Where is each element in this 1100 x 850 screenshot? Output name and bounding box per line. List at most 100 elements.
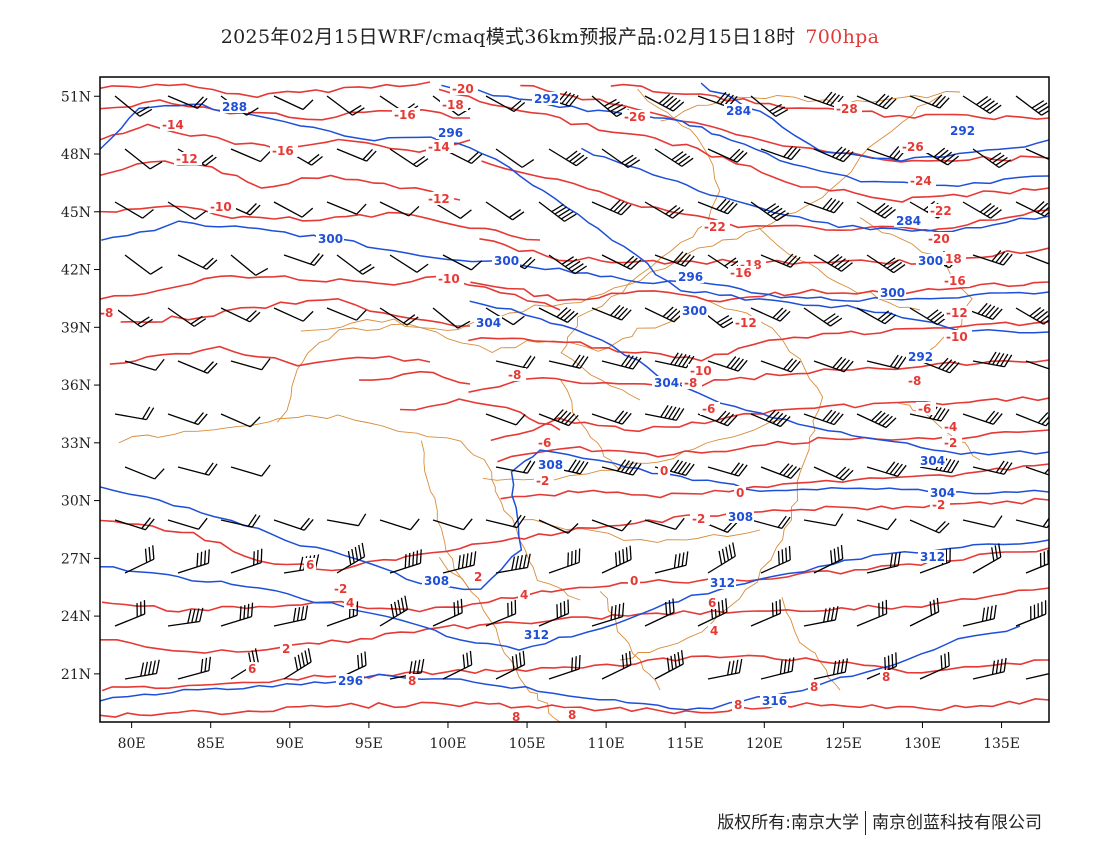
wind-barb bbox=[962, 201, 1002, 219]
label-bg bbox=[894, 214, 922, 227]
wind-barb bbox=[230, 548, 263, 574]
wind-barb bbox=[124, 358, 165, 371]
temperature-label: -26 bbox=[624, 110, 646, 124]
temperature-label: -22 bbox=[704, 220, 726, 234]
wind-barb bbox=[962, 410, 1003, 425]
temperature-label: -10 bbox=[210, 200, 232, 214]
label-bg bbox=[928, 204, 956, 217]
wind-barb bbox=[760, 657, 795, 680]
isotherm-line bbox=[399, 398, 561, 431]
wind-barb bbox=[283, 648, 312, 680]
wind-barb bbox=[432, 598, 463, 627]
wind-barb bbox=[538, 201, 577, 222]
temperature-label: -6 bbox=[538, 436, 551, 450]
border-line bbox=[559, 378, 621, 471]
wind-barb bbox=[326, 95, 365, 116]
height-label: 304 bbox=[920, 454, 945, 468]
label-bg bbox=[708, 576, 736, 589]
border-line bbox=[300, 95, 941, 332]
lon-label: 135E bbox=[983, 736, 1020, 752]
wind-barb bbox=[919, 651, 950, 680]
height-label: 288 bbox=[222, 100, 247, 114]
wind-barb bbox=[1025, 252, 1049, 268]
wind-barb bbox=[442, 551, 477, 574]
temperature-label: -4 bbox=[944, 420, 957, 434]
label-bg bbox=[908, 174, 936, 187]
wind-barb bbox=[813, 253, 853, 272]
height-contour bbox=[581, 147, 1049, 233]
wind-barb bbox=[114, 406, 155, 421]
label-bg bbox=[724, 104, 752, 117]
wind-barb bbox=[124, 659, 160, 680]
label-bg bbox=[728, 266, 756, 279]
wind-barb bbox=[167, 201, 207, 220]
temperature-label: -6 bbox=[918, 402, 931, 416]
wind-barb bbox=[167, 307, 207, 327]
wind-barb bbox=[273, 95, 314, 111]
temperature-label: 8 bbox=[810, 680, 818, 694]
label-bg bbox=[733, 316, 761, 329]
isotherm-line bbox=[438, 88, 1049, 203]
wind-barb bbox=[644, 306, 685, 323]
label-bg bbox=[492, 254, 520, 267]
temperature-label: -10 bbox=[690, 364, 712, 378]
temperature-label: 8 bbox=[512, 710, 520, 724]
height-label: 300 bbox=[494, 254, 519, 268]
temperature-label: -16 bbox=[394, 108, 416, 122]
wind-barb bbox=[813, 146, 854, 163]
wind-barb bbox=[707, 658, 743, 680]
label-bg bbox=[690, 512, 710, 525]
wind-barb bbox=[972, 351, 1013, 368]
lat-label: 45N bbox=[61, 205, 91, 221]
label-bg bbox=[566, 708, 578, 721]
wind-barb bbox=[167, 517, 208, 530]
wind-barb bbox=[601, 354, 642, 370]
wind-barb bbox=[379, 307, 419, 326]
wind-barb bbox=[654, 148, 694, 167]
wind-barb bbox=[856, 93, 897, 110]
wind-barb bbox=[644, 201, 684, 219]
label-bg bbox=[676, 270, 704, 283]
wind-barb bbox=[1025, 659, 1049, 680]
title-level: 700hpa bbox=[805, 26, 880, 48]
lon-label: 110E bbox=[588, 736, 625, 752]
lat-label: 33N bbox=[61, 436, 91, 452]
wind-barbs bbox=[114, 91, 1049, 680]
lat-label: 30N bbox=[61, 494, 91, 510]
height-label: 296 bbox=[338, 674, 363, 688]
lon-label: 130E bbox=[904, 736, 941, 752]
wind-barb bbox=[538, 599, 570, 627]
wind-barb bbox=[442, 254, 483, 271]
height-contour bbox=[469, 300, 1049, 456]
label-bg bbox=[928, 486, 956, 499]
wind-barb bbox=[389, 254, 429, 273]
label-bg bbox=[706, 596, 718, 609]
height-label: 300 bbox=[918, 254, 943, 268]
lat-label: 27N bbox=[61, 551, 91, 567]
label-bg bbox=[280, 642, 292, 655]
temperature-label: -12 bbox=[946, 306, 968, 320]
wind-barb bbox=[591, 199, 632, 216]
wind-barb bbox=[601, 651, 632, 680]
isotherm-line bbox=[100, 205, 541, 241]
wind-barb bbox=[972, 460, 1013, 475]
temperature-label: -2 bbox=[932, 498, 945, 512]
border-line bbox=[781, 597, 841, 691]
wind-barb bbox=[750, 599, 782, 627]
lon-label: 95E bbox=[355, 736, 383, 752]
label-bg bbox=[702, 220, 730, 233]
wind-barb bbox=[591, 304, 632, 321]
temperature-label: -24 bbox=[910, 174, 932, 188]
wind-barb bbox=[167, 95, 208, 109]
wind-barb bbox=[114, 517, 155, 531]
lat-label: 21N bbox=[61, 667, 91, 683]
label-bg bbox=[628, 574, 640, 587]
temperature-label: -12 bbox=[735, 316, 757, 330]
label-bg bbox=[332, 582, 352, 595]
wind-barb bbox=[220, 307, 261, 323]
temperature-label: 4 bbox=[710, 624, 718, 638]
isotherm-line bbox=[109, 345, 431, 367]
lon-label: 80E bbox=[118, 736, 146, 752]
label-bg bbox=[732, 698, 744, 711]
wind-barb bbox=[273, 307, 314, 322]
